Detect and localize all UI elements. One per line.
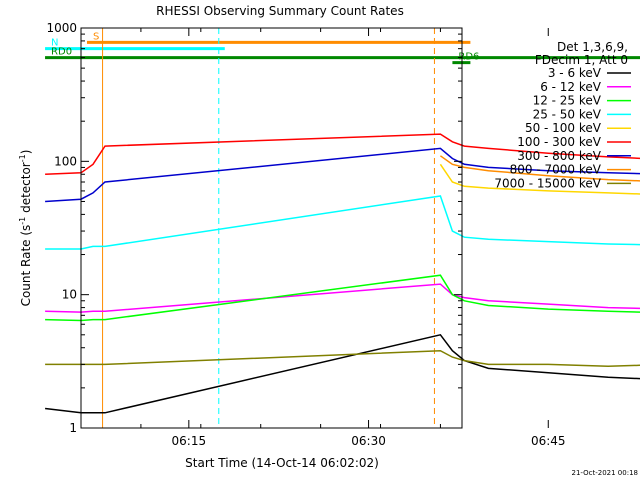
- y-tick-label-1: 10: [62, 288, 77, 302]
- x-tick-label-0: 06:15: [172, 434, 207, 448]
- legend-label-8: 7000 - 15000 keV: [494, 176, 601, 190]
- series-line-6: [45, 147, 640, 203]
- legend-label-3: 25 - 50 keV: [533, 107, 602, 121]
- x-tick-label-1: 06:30: [351, 434, 386, 448]
- flag-label-rd6-4: RD6: [458, 52, 479, 63]
- legend-label-2: 12 - 25 keV: [533, 94, 602, 108]
- series-line-0: [45, 333, 640, 414]
- legend-header-line-1: Det 1,3,6,9,: [557, 40, 628, 54]
- x-tick-label-2: 06:45: [531, 434, 566, 448]
- series-line-1: [45, 283, 640, 313]
- legend-label-1: 6 - 12 keV: [540, 80, 602, 94]
- flag-label-n-1: N: [51, 38, 58, 49]
- flag-label-s-0: S: [93, 31, 99, 42]
- legend-label-0: 3 - 6 keV: [548, 66, 602, 80]
- legend-label-5: 100 - 300 keV: [517, 135, 601, 149]
- y-tick-label-2: 100: [54, 154, 77, 168]
- series-line-3: [45, 195, 640, 250]
- series-line-2: [45, 274, 640, 322]
- y-axis-label: Count Rate (s-1 detector-1): [18, 150, 33, 307]
- series-line-5: [45, 133, 640, 176]
- legend-label-7: 800 - 7000 keV: [510, 163, 602, 177]
- series-line-7: [439, 155, 640, 182]
- flag-label-rd0-3: RD0: [51, 47, 72, 58]
- plot-frame: [80, 27, 463, 429]
- legend-label-4: 50 - 100 keV: [525, 121, 602, 135]
- legend-header-line-2: FDecim 1, Att 0: [535, 53, 628, 67]
- series-line-4: [439, 163, 640, 195]
- y-tick-label-3: 1000: [46, 21, 77, 35]
- x-axis-label: Start Time (14-Oct-14 06:02:02): [185, 456, 379, 470]
- series-line-8: [45, 349, 640, 368]
- footer-date: 21-Oct-2021 00:18: [572, 469, 638, 477]
- legend-label-6: 300 - 800 keV: [517, 149, 601, 163]
- chart-title: RHESSI Observing Summary Count Rates: [156, 4, 404, 18]
- y-tick-label-0: 1: [69, 421, 77, 435]
